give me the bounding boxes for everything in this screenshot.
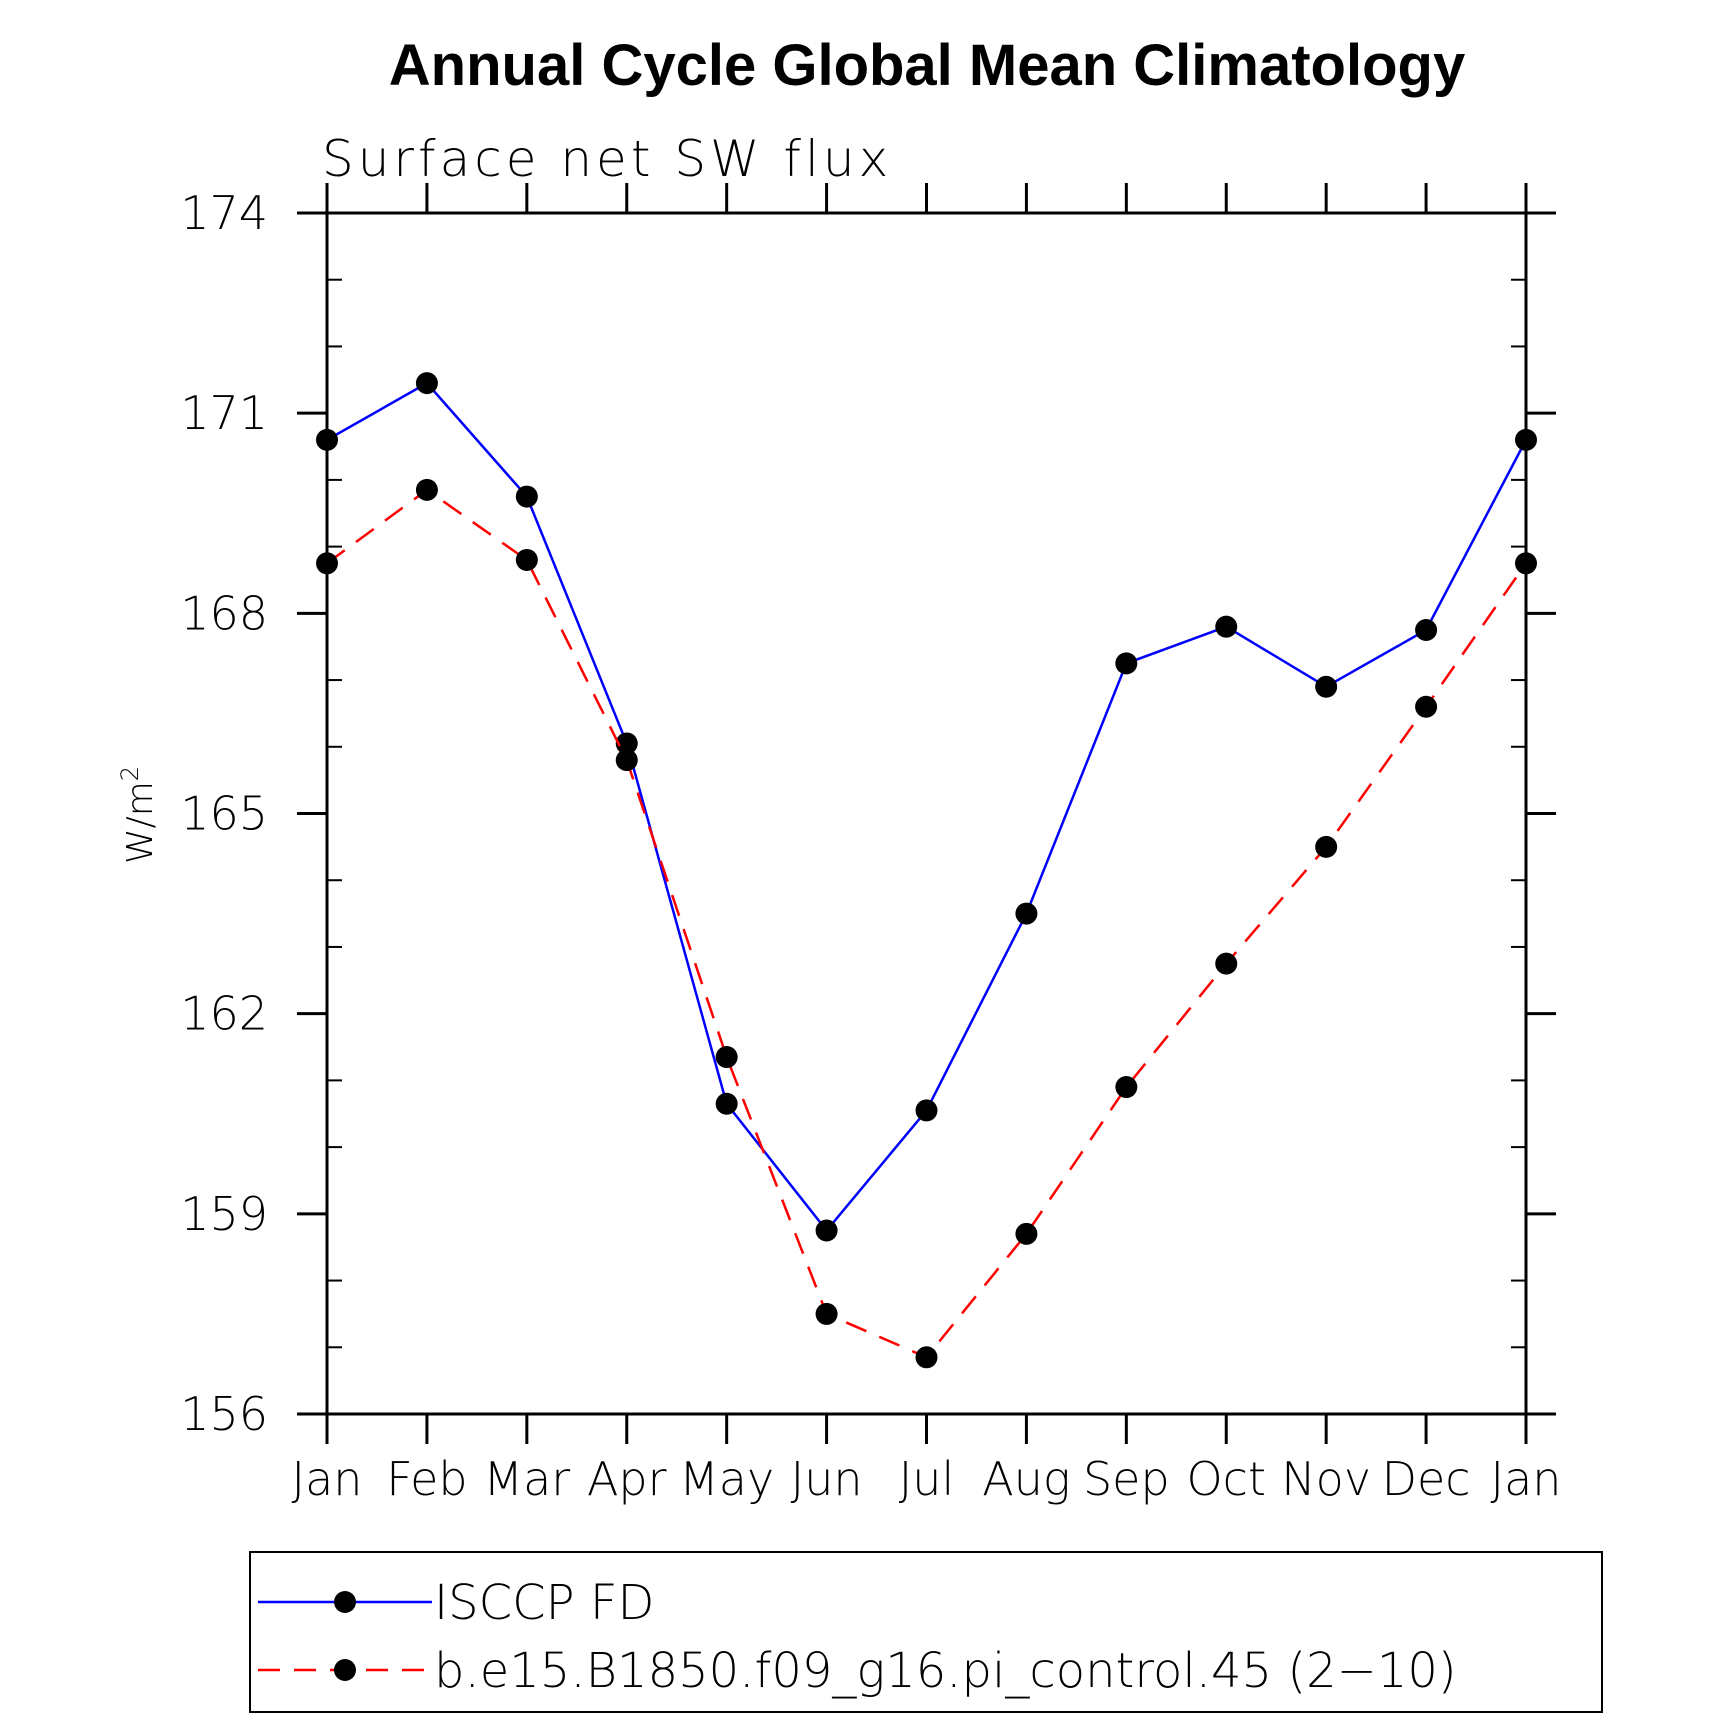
series-2-point [615, 749, 638, 772]
series-2-point [1115, 1076, 1138, 1099]
series-2-point [1215, 952, 1238, 975]
plot-frame [325, 211, 1528, 1416]
series-1-point [1015, 902, 1038, 925]
series-layer [316, 372, 1537, 1369]
series-1-point [1415, 619, 1438, 642]
legend: ISCCP FD b.e15.B1850.f09_g16.pi_control.4… [249, 1551, 1603, 1713]
y-tick-label: 162 [180, 987, 268, 1041]
series-1-point [715, 1092, 738, 1115]
series-1-point [1115, 652, 1138, 675]
series-2-point [1015, 1222, 1038, 1245]
x-tick-label: Nov [1281, 1452, 1371, 1506]
series-2-point [815, 1302, 838, 1325]
chart-title: Annual Cycle Global Mean Climatology [389, 33, 1465, 98]
series-1-point [1315, 675, 1338, 698]
series-1-point [615, 732, 638, 755]
chart-subtitle: Surface net SW flux [322, 130, 892, 188]
x-tick-label: Oct [1186, 1452, 1266, 1506]
series-2-point [715, 1046, 738, 1069]
legend-label-2: b.e15.B1850.f09_g16.pi_control.45 (2−10) [434, 1643, 1457, 1699]
y-tick-label: 171 [180, 386, 268, 440]
x-tick-label: Sep [1083, 1452, 1170, 1506]
x-tick-label: Aug [982, 1452, 1070, 1506]
x-tick-label: Mar [483, 1452, 570, 1506]
y-axis-label: W/m2 [116, 766, 161, 864]
legend-marker-1 [334, 1591, 356, 1613]
x-tick-label: Jul [899, 1452, 955, 1506]
series-1-point [915, 1099, 938, 1122]
series-1-point [515, 485, 538, 508]
x-tick-label: Jun [791, 1452, 863, 1506]
series-2-point [1315, 835, 1338, 858]
legend-label-1: ISCCP FD [434, 1575, 654, 1631]
y-tick-label: 168 [180, 586, 268, 640]
series-2-point [915, 1346, 938, 1369]
x-tick-label: Jan [1491, 1452, 1562, 1506]
y-tick-label: 165 [180, 787, 268, 841]
series-2-point [415, 478, 438, 501]
series-2-point [1415, 695, 1438, 718]
x-tick-label: Jan [292, 1452, 363, 1506]
y-tick-label: 159 [180, 1187, 268, 1241]
axis-ticks [297, 183, 1556, 1444]
series-1-point [1215, 615, 1238, 638]
series-2-point [515, 548, 538, 571]
y-tick-label: 174 [180, 186, 268, 240]
series-1-point [815, 1219, 838, 1242]
series-line-2 [326, 488, 1528, 1359]
series-1-point [415, 372, 438, 395]
legend-box [249, 1551, 1603, 1713]
x-tick-label: Dec [1382, 1452, 1471, 1506]
x-tick-label: Apr [587, 1452, 667, 1506]
axis-tick-labels: Jan Feb Mar Apr May Jun Jul Aug Sep Oct Nov Dec Jan 1… [180, 186, 1561, 1506]
x-tick-label: May [679, 1452, 774, 1506]
y-axis-label-superscript: 2 [116, 766, 144, 781]
x-tick-label: Feb [386, 1452, 467, 1506]
legend-marker-2 [334, 1659, 356, 1681]
svg-text:W/m2: W/m2 [116, 766, 161, 864]
y-tick-label: 156 [180, 1387, 268, 1441]
y-axis-label-text: W/m [120, 781, 161, 864]
